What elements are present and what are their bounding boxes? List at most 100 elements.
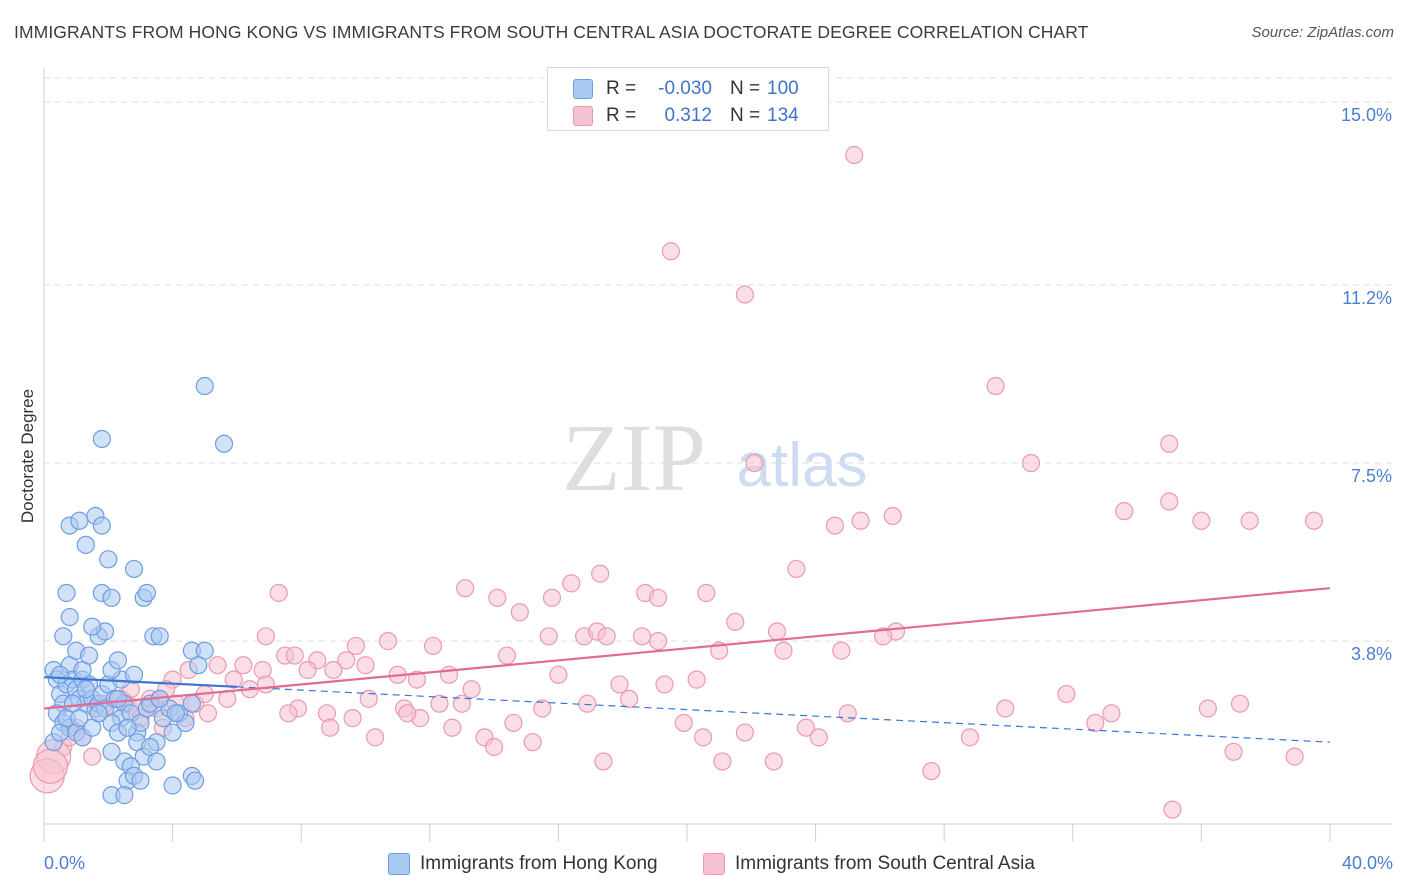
data-point-south-central-asia bbox=[1115, 502, 1134, 521]
legend-r-label: R = bbox=[606, 78, 637, 99]
data-point-hong-kong bbox=[163, 776, 182, 795]
trend-lines bbox=[43, 587, 1331, 743]
data-point-south-central-asia bbox=[378, 632, 398, 651]
data-point-south-central-asia bbox=[1304, 511, 1324, 530]
watermark-zip: ZIP bbox=[562, 404, 706, 511]
data-point-south-central-asia bbox=[443, 718, 462, 737]
data-point-south-central-asia bbox=[713, 752, 732, 771]
data-point-south-central-asia bbox=[996, 699, 1015, 718]
data-point-south-central-asia bbox=[321, 718, 340, 737]
data-point-hong-kong bbox=[50, 665, 70, 684]
data-point-south-central-asia bbox=[279, 704, 298, 723]
data-point-south-central-asia bbox=[1224, 742, 1243, 761]
data-point-south-central-asia bbox=[825, 516, 844, 535]
legend-n-value: 134 bbox=[767, 105, 799, 126]
data-point-hong-kong bbox=[76, 680, 95, 699]
data-point-south-central-asia bbox=[597, 627, 616, 646]
data-point-south-central-asia bbox=[452, 694, 472, 713]
data-point-hong-kong bbox=[166, 704, 185, 723]
trend-line-hong-kong-dashed bbox=[236, 686, 1331, 743]
legend-r-value: 0.312 bbox=[664, 105, 712, 126]
data-point-south-central-asia bbox=[356, 656, 375, 675]
legend-r-value: -0.030 bbox=[658, 78, 712, 99]
data-point-south-central-asia bbox=[610, 675, 629, 694]
data-point-south-central-asia bbox=[510, 603, 529, 622]
y-axis-label: Doctorate Degree bbox=[18, 389, 37, 523]
data-point-south-central-asia bbox=[883, 506, 902, 526]
data-point-south-central-asia bbox=[767, 622, 787, 641]
data-point-hong-kong bbox=[124, 559, 144, 579]
legend-swatch-pink bbox=[573, 106, 593, 126]
data-point-south-central-asia bbox=[674, 713, 693, 733]
data-point-south-central-asia bbox=[735, 285, 754, 304]
axes bbox=[43, 68, 1392, 842]
data-point-hong-kong bbox=[115, 786, 134, 805]
data-point-south-central-asia bbox=[224, 670, 243, 689]
data-point-south-central-asia bbox=[462, 680, 481, 699]
data-point-hong-kong bbox=[92, 429, 111, 449]
data-point-hong-kong bbox=[147, 752, 166, 771]
data-point-hong-kong bbox=[54, 627, 73, 646]
data-point-south-central-asia bbox=[83, 747, 102, 766]
data-point-hong-kong bbox=[60, 607, 79, 627]
x-tick-label-min: 0.0% bbox=[44, 853, 85, 873]
data-point-south-central-asia bbox=[1240, 511, 1259, 530]
series-hong-kong bbox=[44, 376, 234, 805]
data-point-south-central-asia bbox=[234, 656, 253, 675]
data-point-south-central-asia bbox=[687, 670, 706, 689]
legend-n-label: N = bbox=[730, 78, 761, 99]
data-point-hong-kong bbox=[214, 434, 234, 453]
data-point-south-central-asia bbox=[504, 713, 523, 733]
bottom-legend-label: Immigrants from South Central Asia bbox=[735, 853, 1035, 874]
grid-lines bbox=[44, 77, 1392, 642]
data-point-south-central-asia bbox=[845, 145, 864, 165]
data-point-south-central-asia bbox=[832, 641, 851, 660]
data-point-hong-kong bbox=[57, 583, 76, 603]
data-point-hong-kong bbox=[99, 550, 118, 569]
data-point-south-central-asia bbox=[851, 511, 870, 530]
data-point-south-central-asia bbox=[485, 737, 504, 757]
data-point-south-central-asia bbox=[359, 689, 378, 708]
data-point-south-central-asia bbox=[343, 709, 362, 728]
data-point-south-central-asia bbox=[256, 627, 275, 646]
trend-line-hong-kong bbox=[43, 676, 237, 688]
data-point-hong-kong bbox=[89, 704, 108, 723]
data-point-south-central-asia bbox=[523, 733, 542, 752]
data-point-south-central-asia bbox=[488, 588, 507, 607]
data-point-south-central-asia bbox=[208, 656, 227, 675]
data-point-hong-kong bbox=[70, 511, 89, 530]
data-point-hong-kong bbox=[70, 709, 89, 728]
data-point-hong-kong bbox=[150, 627, 169, 646]
data-point-south-central-asia bbox=[542, 588, 562, 607]
legend-n-label: N = bbox=[730, 105, 761, 126]
data-point-south-central-asia bbox=[809, 728, 828, 747]
data-point-south-central-asia bbox=[1021, 453, 1041, 473]
axis-labels: 3.8% 7.5% 11.2% 15.0% 0.0% 40.0% Doctorate Deg… bbox=[18, 105, 1393, 873]
data-point-hong-kong bbox=[186, 771, 205, 790]
data-point-south-central-asia bbox=[1163, 800, 1182, 819]
data-point-south-central-asia bbox=[256, 675, 275, 694]
y-tick-label: 7.5% bbox=[1351, 466, 1392, 486]
y-tick-label: 15.0% bbox=[1341, 105, 1392, 125]
chart-title: IMMIGRANTS FROM HONG KONG VS IMMIGRANTS … bbox=[14, 22, 1089, 42]
data-point-south-central-asia bbox=[764, 752, 783, 771]
legend-r-label: R = bbox=[606, 105, 637, 126]
data-point-south-central-asia bbox=[796, 718, 816, 737]
data-point-south-central-asia bbox=[337, 651, 356, 670]
x-tick-label-max: 40.0% bbox=[1342, 853, 1393, 873]
data-point-south-central-asia bbox=[539, 627, 558, 646]
data-point-south-central-asia bbox=[874, 627, 893, 646]
data-point-south-central-asia bbox=[366, 728, 385, 747]
data-point-south-central-asia bbox=[578, 694, 597, 713]
data-point-hong-kong bbox=[79, 646, 99, 665]
data-point-hong-kong bbox=[131, 771, 150, 790]
data-point-south-central-asia bbox=[1102, 704, 1121, 723]
data-point-south-central-asia bbox=[648, 588, 668, 607]
data-point-hong-kong bbox=[124, 665, 144, 684]
data-point-south-central-asia bbox=[632, 627, 652, 646]
trend-line-south-central-asia bbox=[43, 587, 1331, 710]
data-point-south-central-asia bbox=[735, 723, 754, 742]
legend-n-value: 100 bbox=[767, 78, 799, 99]
data-point-south-central-asia bbox=[648, 632, 668, 651]
